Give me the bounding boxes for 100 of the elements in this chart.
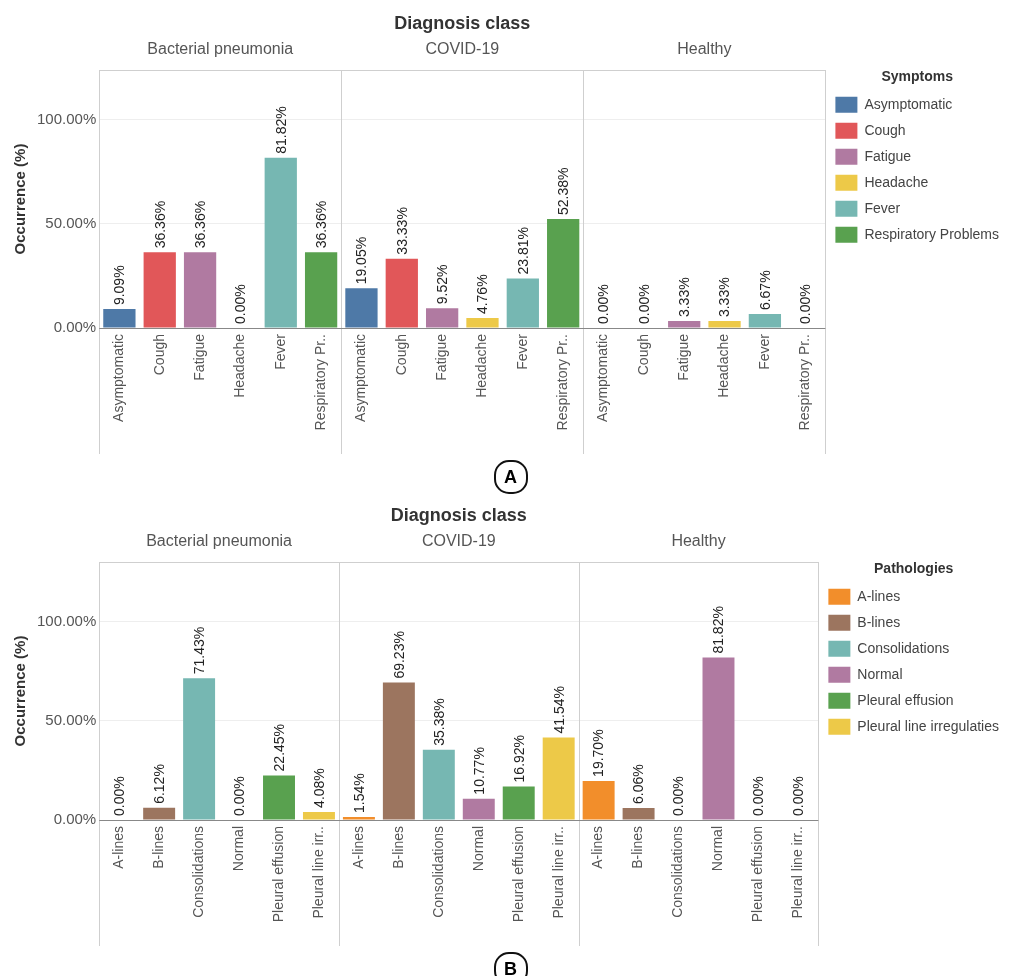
data-label: 10.77% — [470, 747, 487, 795]
data-label: 81.82% — [272, 106, 289, 154]
y-axis-title: Occurrence (%) — [11, 143, 29, 255]
bar — [708, 321, 741, 328]
x-tick-label: Normal — [709, 826, 726, 872]
data-label: 4.76% — [474, 274, 491, 315]
data-label: 19.05% — [353, 236, 370, 285]
bar — [668, 321, 701, 328]
data-label: 81.82% — [710, 606, 727, 654]
bar — [702, 657, 735, 820]
bar — [385, 258, 418, 328]
chart-title: Diagnosis class — [394, 12, 531, 33]
text: COVID-19 — [421, 532, 496, 550]
y-tick-label: 100.00% — [37, 110, 97, 128]
data-label: 6.12% — [151, 764, 168, 804]
text: Healthy — [671, 532, 726, 550]
data-label: 35.38% — [430, 698, 447, 746]
legend-title: Pathologies — [874, 559, 954, 576]
bar — [382, 682, 415, 820]
data-label: 0.00% — [595, 284, 612, 324]
bar — [263, 775, 295, 820]
text: Bacterial pneumonia — [146, 532, 293, 550]
legend-label: Headache — [864, 173, 929, 190]
data-label: 0.00% — [797, 284, 814, 324]
bar — [143, 252, 176, 328]
x-tick-label: Consolidations — [669, 826, 686, 918]
x-tick-label: B-lines — [629, 826, 646, 869]
x-tick-label: Pleural effusion — [509, 826, 526, 923]
legend-label: Pleural effusion — [857, 691, 954, 708]
data-label: 3.33% — [716, 277, 733, 318]
data-label: 16.92% — [510, 734, 527, 783]
bar — [462, 798, 495, 820]
x-tick-label: Cough — [634, 334, 651, 376]
x-tick-label: Fatigue — [190, 333, 207, 381]
x-tick-label: Headache — [231, 333, 248, 398]
bar — [264, 157, 297, 328]
data-label: 4.08% — [310, 768, 327, 808]
bar — [582, 780, 615, 820]
x-tick-label: Fatigue — [675, 333, 692, 381]
bar — [183, 252, 217, 328]
data-label: 52.38% — [555, 167, 572, 216]
x-tick-label: Fever — [755, 333, 772, 370]
bar — [748, 314, 782, 328]
bar — [422, 749, 455, 820]
y-tick-label: 0.00% — [53, 318, 97, 336]
x-tick-label: Consolidations — [429, 826, 446, 918]
data-label: 0.00% — [790, 776, 807, 816]
x-tick-label: A-lines — [349, 826, 366, 869]
data-label: 22.45% — [270, 723, 287, 772]
data-label: 6.67% — [756, 270, 773, 311]
bar — [345, 288, 378, 328]
text: B — [493, 952, 528, 976]
data-label: 41.54% — [550, 686, 567, 734]
x-tick-label: Headache — [473, 333, 490, 398]
x-tick-label: Fever — [271, 333, 288, 370]
data-label: 0.00% — [750, 776, 767, 816]
x-tick-label: Pleural effusion — [269, 826, 286, 923]
bar — [622, 807, 655, 820]
data-label: 9.09% — [111, 265, 128, 306]
legend-label: Respiratory Problems — [864, 225, 1000, 242]
x-tick-label: Headache — [715, 333, 732, 398]
y-axis-title: Occurrence (%) — [11, 635, 29, 747]
x-tick-label: Cough — [150, 334, 167, 376]
x-tick-label: A-lines — [110, 826, 127, 869]
bar — [426, 308, 459, 328]
bar — [466, 318, 499, 328]
y-tick-label: 0.00% — [53, 810, 97, 828]
x-tick-label: Pleural line irr.. — [789, 826, 806, 919]
legend-label: Consolidations — [857, 639, 950, 656]
data-label: 69.23% — [390, 631, 407, 679]
data-label: 36.36% — [191, 200, 208, 249]
data-label: 23.81% — [514, 226, 531, 275]
legend-title: Symptoms — [881, 67, 954, 84]
data-label: 0.00% — [111, 776, 128, 816]
data-label: 3.33% — [676, 277, 693, 318]
y-tick-label: 100.00% — [37, 611, 97, 629]
x-tick-label: Normal — [469, 826, 486, 872]
bar — [502, 786, 535, 820]
text: A — [493, 460, 528, 494]
y-tick-label: 50.00% — [45, 214, 97, 232]
x-tick-label: B-lines — [150, 826, 167, 869]
data-label: 36.36% — [312, 200, 329, 249]
x-tick-label: Pleural line irr.. — [549, 826, 566, 919]
bar — [143, 807, 176, 820]
x-tick-label: Fever — [513, 333, 530, 370]
x-tick-label: Asymptomatic — [594, 334, 611, 422]
x-tick-label: B-lines — [389, 826, 406, 869]
y-tick-label: 50.00% — [45, 710, 97, 728]
bar — [547, 219, 580, 328]
legend-label: A-lines — [857, 587, 901, 604]
data-label: 0.00% — [670, 776, 687, 816]
bar — [302, 811, 335, 820]
bar — [342, 816, 375, 820]
bar — [542, 737, 575, 820]
x-tick-label: Asymptomatic — [352, 334, 369, 422]
legend-label: Asymptomatic — [864, 95, 953, 112]
bar — [103, 309, 136, 328]
text: Bacterial pneumonia — [147, 40, 294, 58]
data-label: 1.54% — [350, 773, 367, 813]
legend-label: B-lines — [857, 613, 901, 630]
